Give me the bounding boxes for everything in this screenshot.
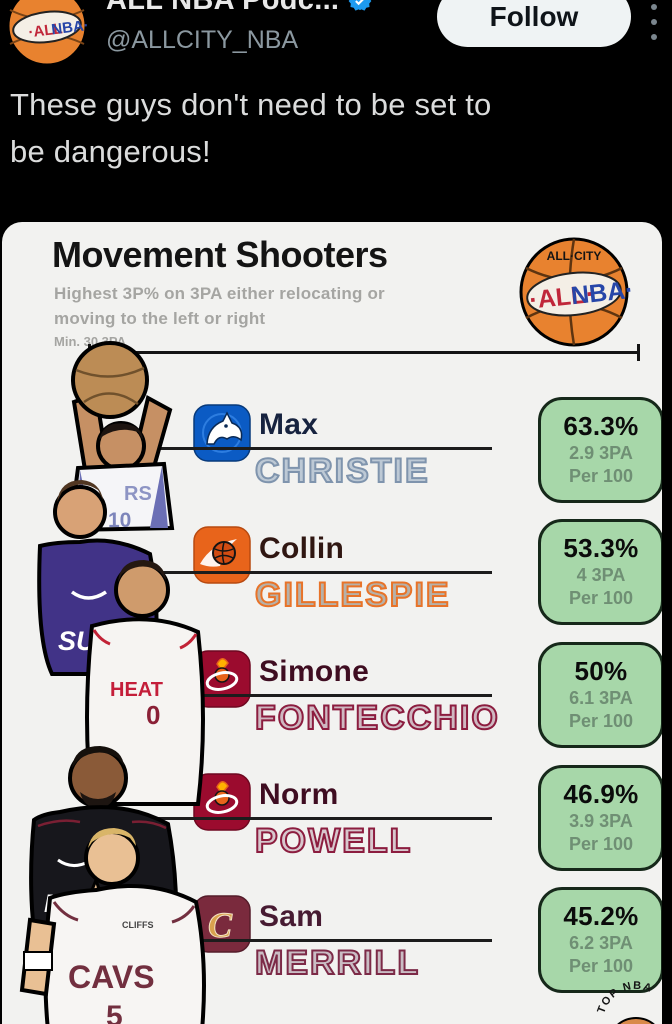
jersey-text: CLIFFS bbox=[122, 920, 154, 930]
jersey-text: RS bbox=[124, 483, 152, 505]
scale-tick-right bbox=[637, 344, 640, 361]
stat-percentage: 63.3% bbox=[563, 411, 639, 441]
player-first-name: Collin bbox=[259, 532, 345, 565]
top-nba-badge: TOP NBA bbox=[595, 980, 655, 1024]
heat-logo-icon bbox=[193, 773, 251, 831]
tweet-text: These guys don't need to be set to be da… bbox=[10, 82, 665, 175]
account-handle[interactable]: @ALLCITY_NBA bbox=[106, 26, 299, 54]
player-first-name: Max bbox=[259, 408, 319, 441]
photo-simone-fontecchio: HEAT 0 bbox=[85, 560, 205, 806]
stat-percentage: 46.9% bbox=[563, 779, 639, 809]
player-last-name: POWELL bbox=[254, 821, 413, 861]
player-last-name: GILLESPIE bbox=[254, 575, 451, 615]
infographic-subtitle-line2: moving to the left or right bbox=[54, 309, 266, 328]
account-avatar[interactable]: ·ALL· NBA· bbox=[4, 0, 90, 70]
photo-sam-merrill: CLIFFS CAVS 5 bbox=[19, 828, 206, 1024]
svg-text:TOP NBA: TOP NBA bbox=[595, 980, 654, 1015]
player-first-name: Simone bbox=[259, 655, 370, 688]
stat-per: Per 100 bbox=[568, 466, 634, 487]
stat-per: Per 100 bbox=[568, 834, 634, 855]
svg-text:C: C bbox=[208, 905, 233, 945]
stat-per: Per 100 bbox=[568, 588, 634, 609]
player-photos: RS 10 SU HEAT 0 bbox=[19, 341, 206, 1024]
stat-attempts: 6.2 3PA bbox=[569, 933, 633, 953]
player-first-name: Sam bbox=[259, 900, 324, 933]
name-divider bbox=[88, 447, 492, 450]
badge-arc-text: TOP NBA bbox=[595, 980, 653, 1015]
stat-attempts: 4 3PA bbox=[576, 565, 626, 585]
stat-attempts: 2.9 3PA bbox=[569, 443, 633, 463]
stat-per: Per 100 bbox=[568, 711, 634, 732]
account-name-text: ALL NBA Podc... bbox=[106, 0, 340, 16]
all-city-text: ALL·CITY bbox=[547, 249, 602, 263]
account-name[interactable]: ALL NBA Podc... bbox=[106, 0, 373, 17]
more-menu-icon[interactable] bbox=[648, 4, 660, 49]
stat-percentage: 45.2% bbox=[563, 901, 639, 931]
tweet-media-infographic[interactable]: Movement Shooters Highest 3P% on 3PA eit… bbox=[2, 222, 662, 1024]
stat-box: 46.9% 3.9 3PA Per 100 bbox=[538, 765, 662, 871]
suns-logo-icon bbox=[193, 526, 251, 584]
avatar-text-all: ·ALL· bbox=[28, 20, 69, 42]
heat-logo-icon bbox=[193, 650, 251, 708]
brand-all-text: ·ALL· bbox=[528, 280, 596, 315]
player-last-name: FONTECCHIO bbox=[254, 698, 500, 738]
name-divider bbox=[88, 694, 492, 697]
jersey-text: 5 bbox=[106, 1000, 123, 1024]
jersey-text: HEAT bbox=[110, 679, 163, 701]
scale-line bbox=[88, 351, 640, 354]
infographic-subtitle-line1: Highest 3P% on 3PA either relocating or bbox=[54, 284, 385, 303]
tweet-text-line1: These guys don't need to be set to bbox=[10, 87, 492, 122]
stat-attempts: 6.1 3PA bbox=[569, 688, 633, 708]
stat-box: 50% 6.1 3PA Per 100 bbox=[538, 642, 662, 748]
brand-nba-text: NBA· bbox=[570, 276, 635, 310]
stat-attempts: 3.9 3PA bbox=[569, 811, 633, 831]
stat-box: 45.2% 6.2 3PA Per 100 bbox=[538, 887, 662, 993]
player-last-name: CHRISTIE bbox=[254, 451, 430, 491]
jersey-text: 0 bbox=[146, 700, 160, 730]
stat-box: 63.3% 2.9 3PA Per 100 bbox=[538, 397, 662, 503]
name-divider bbox=[88, 939, 492, 942]
jersey-text: CAVS bbox=[68, 959, 155, 995]
all-nba-logo: ALL·CITY ·ALL· NBA· bbox=[519, 237, 635, 347]
follow-button[interactable]: Follow bbox=[437, 0, 631, 47]
stat-percentage: 53.3% bbox=[563, 533, 639, 563]
stat-percentage: 50% bbox=[574, 656, 628, 686]
tweet-text-line2: be dangerous! bbox=[10, 133, 211, 169]
infographic-title: Movement Shooters bbox=[52, 234, 388, 275]
stat-box: 53.3% 4 3PA Per 100 bbox=[538, 519, 662, 625]
cavaliers-logo-icon: C bbox=[193, 895, 251, 953]
stat-per: Per 100 bbox=[568, 956, 634, 977]
jersey-text: 10 bbox=[108, 509, 131, 532]
player-first-name: Norm bbox=[259, 778, 339, 811]
avatar-text-nba: NBA· bbox=[50, 17, 89, 38]
name-divider bbox=[88, 571, 492, 574]
player-last-name: MERRILL bbox=[254, 943, 421, 983]
name-divider bbox=[88, 817, 492, 820]
verified-badge-icon bbox=[348, 0, 372, 11]
